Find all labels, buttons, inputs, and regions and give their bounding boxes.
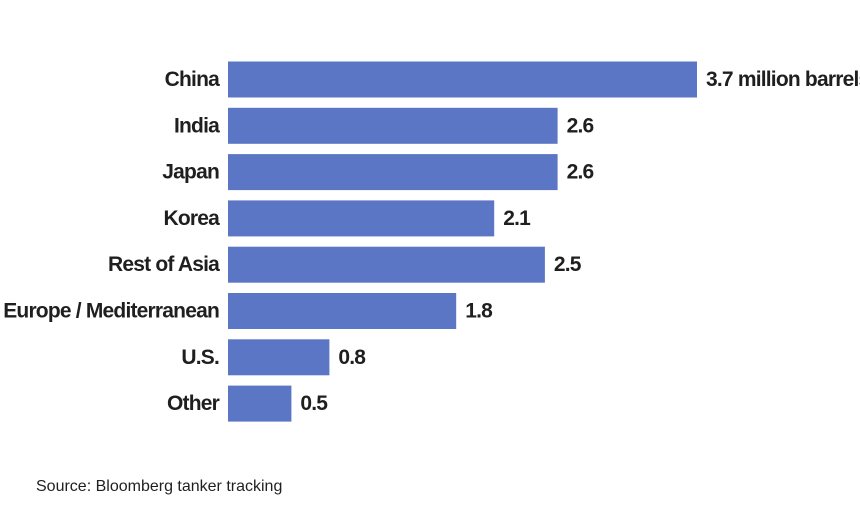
bar-korea (228, 200, 495, 237)
bar-other (228, 385, 292, 422)
value-label-other: 0.5 (300, 392, 328, 415)
category-label-europe-mediterranean: Europe / Mediterranean (3, 300, 219, 323)
value-label-india: 2.6 (567, 114, 594, 137)
category-label-rest-of-asia: Rest of Asia (108, 253, 220, 276)
category-label-india: India (174, 114, 220, 137)
value-label-rest-of-asia: 2.5 (554, 253, 582, 276)
value-label-europe-mediterranean: 1.8 (465, 300, 493, 323)
bar-europe-mediterranean (228, 293, 457, 329)
bar-japan (228, 154, 558, 191)
bar-rest-of-asia (228, 246, 545, 283)
value-label-china: 3.7 million barrels (706, 68, 860, 91)
value-label-u-s: 0.8 (338, 346, 366, 369)
value-label-korea: 2.1 (503, 207, 531, 230)
source-note: Source: Bloomberg tanker tracking (36, 478, 283, 495)
bar-china (228, 61, 697, 98)
bars-group: China 3.7 million barrels India 2.6 Japan 2.6… (3, 61, 860, 422)
category-label-korea: Korea (163, 207, 220, 230)
category-label-other: Other (167, 392, 220, 415)
category-label-china: China (165, 68, 220, 91)
bar-u-s (228, 339, 330, 376)
category-label-japan: Japan (162, 161, 219, 184)
value-label-japan: 2.6 (567, 161, 594, 184)
bar-india (228, 107, 558, 144)
category-label-u-s: U.S. (181, 346, 219, 369)
